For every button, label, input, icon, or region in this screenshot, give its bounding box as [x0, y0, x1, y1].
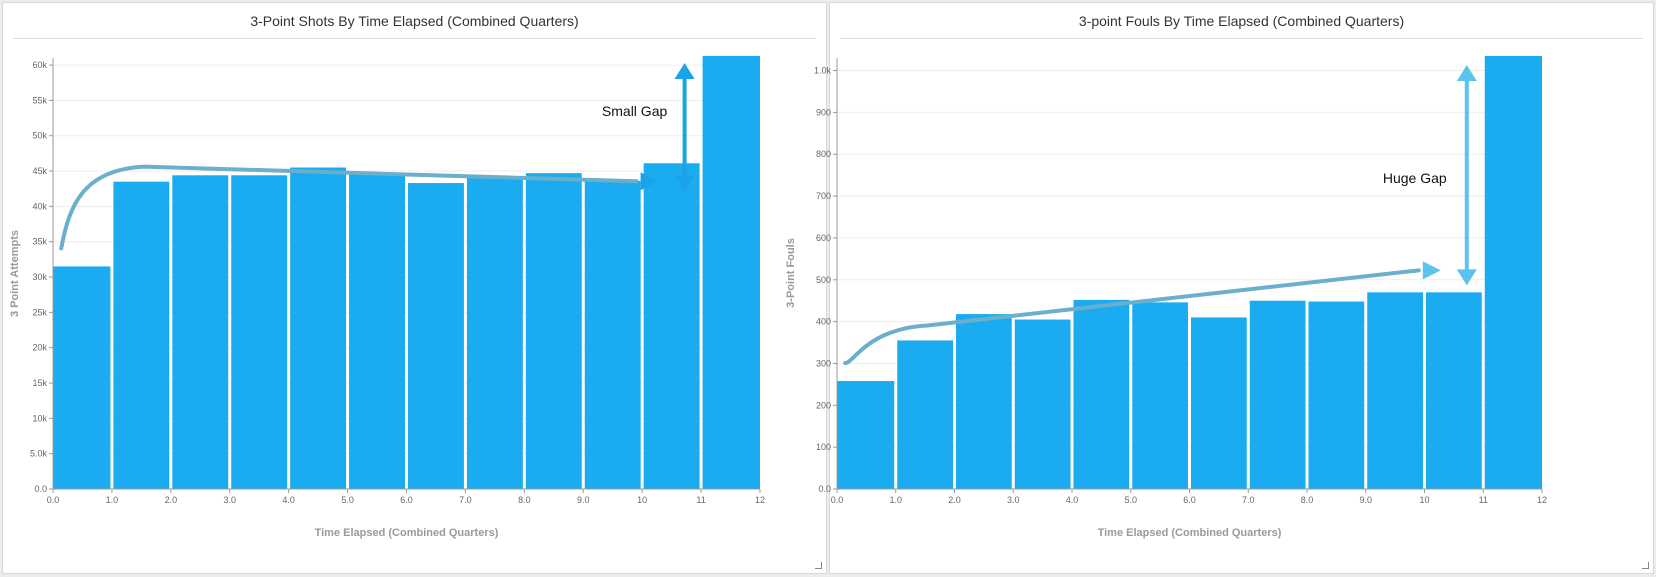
bar — [290, 167, 347, 489]
gap-arrow-up — [1456, 65, 1477, 81]
bar — [897, 340, 953, 489]
x-tick-label: 8.0 — [1301, 495, 1314, 505]
x-tick-label: 7.0 — [1242, 495, 1255, 505]
x-tick-label: 6.0 — [400, 495, 413, 505]
y-tick-label: 40k — [32, 201, 47, 211]
resize-handle[interactable] — [815, 562, 822, 569]
y-tick-label: 30k — [32, 272, 47, 282]
y-tick-label: 20k — [32, 343, 47, 353]
y-tick-label: 900 — [816, 107, 831, 117]
trend-curve — [843, 268, 1421, 366]
gap-arrow-down — [674, 175, 695, 192]
bar-chart-3pt-shots: 0.0 5.0k 10k 15k 20k 25k 30k 35k 40k 45k 50k 55k 60k… — [9, 55, 765, 539]
resize-handle[interactable] — [1642, 562, 1649, 569]
chart-panel-3pt-shots: 3-Point Shots By Time Elapsed (Combined … — [2, 2, 827, 574]
bar — [1367, 292, 1423, 489]
bar — [1191, 317, 1247, 489]
y-axis-label: 3-Point Fouls — [785, 238, 797, 308]
x-tick-label: 1.0 — [106, 495, 119, 505]
x-tick-label: 4.0 — [282, 495, 295, 505]
y-tick-label: 700 — [816, 191, 831, 201]
bar — [1132, 302, 1188, 489]
y-tick-label: 55k — [32, 95, 47, 105]
y-tick-label: 60k — [32, 60, 47, 70]
bar — [1014, 319, 1071, 489]
y-tick-label: 50k — [32, 131, 47, 141]
y-tick-label: 500 — [816, 275, 831, 285]
y-tick-label: 800 — [816, 149, 831, 159]
y-tick-label: 10k — [32, 413, 47, 423]
x-tick-label: 10 — [637, 495, 647, 505]
x-tick-label: 8.0 — [518, 495, 531, 505]
y-tick-label: 45k — [32, 166, 47, 176]
y-tick-label: 300 — [816, 358, 831, 368]
bar — [349, 173, 405, 489]
x-tick-label: 11 — [696, 495, 705, 505]
bar — [1484, 55, 1542, 489]
bar — [1308, 301, 1365, 489]
trend-arrowhead — [640, 172, 659, 191]
bar — [643, 163, 700, 490]
x-tick-label: 0.0 — [831, 495, 844, 505]
bar-chart-3pt-fouls: 0.0 100 200 300 400 500 600 700 800 900 1.0k 0.0 1.0… — [785, 55, 1547, 539]
y-tick-label: 35k — [32, 237, 47, 247]
bar — [956, 314, 1012, 489]
x-tick-label: 4.0 — [1066, 495, 1079, 505]
gap-annotation-label: Huge Gap — [1383, 170, 1447, 186]
x-tick-label: 2.0 — [948, 495, 961, 505]
x-tick-label: 0.0 — [47, 495, 60, 505]
y-tick-label: 200 — [816, 400, 831, 410]
x-tick-label: 3.0 — [1007, 495, 1020, 505]
x-tick-label: 5.0 — [1124, 495, 1137, 505]
y-tick-label: 15k — [32, 378, 47, 388]
trend-arrowhead — [1422, 261, 1441, 280]
bar — [837, 381, 895, 489]
gap-annotation-label: Small Gap — [602, 103, 668, 119]
chart-title: 3-Point Shots By Time Elapsed (Combined … — [250, 13, 579, 29]
x-tick-label: 1.0 — [889, 495, 902, 505]
x-tick-label: 6.0 — [1183, 495, 1196, 505]
x-tick-label: 10 — [1419, 495, 1429, 505]
bar — [53, 266, 111, 489]
x-tick-label: 5.0 — [341, 495, 354, 505]
bar — [584, 180, 641, 489]
bar — [1426, 292, 1482, 489]
bar — [113, 181, 170, 490]
y-tick-label: 400 — [816, 317, 831, 327]
bar — [231, 175, 288, 490]
gap-arrow-up — [674, 63, 695, 79]
bar — [408, 183, 464, 489]
x-tick-label: 12 — [755, 495, 765, 505]
gap-arrow-down — [1456, 269, 1477, 286]
title-divider — [13, 38, 816, 39]
title-divider — [840, 38, 1643, 39]
y-tick-label: 0.0 — [818, 484, 831, 494]
x-tick-label: 9.0 — [1359, 495, 1372, 505]
chart-panel-3pt-fouls: 3-point Fouls By Time Elapsed (Combined … — [785, 2, 1654, 574]
bar — [702, 55, 760, 489]
y-tick-label: 25k — [32, 307, 47, 317]
y-axis-label: 3 Point Attempts — [9, 230, 21, 317]
x-tick-label: 11 — [1479, 495, 1488, 505]
chart-title: 3-point Fouls By Time Elapsed (Combined … — [1078, 13, 1405, 29]
bar — [466, 177, 523, 489]
x-tick-label: 12 — [1537, 495, 1547, 505]
x-tick-label: 7.0 — [459, 495, 472, 505]
bar — [1249, 300, 1306, 489]
x-axis-label: Time Elapsed (Combined Quarters) — [315, 527, 499, 539]
x-axis-label: Time Elapsed (Combined Quarters) — [1098, 527, 1282, 539]
y-tick-label: 0.0 — [34, 484, 47, 494]
y-tick-label: 1.0k — [814, 66, 832, 76]
y-tick-label: 100 — [816, 442, 831, 452]
x-tick-label: 9.0 — [577, 495, 590, 505]
x-tick-label: 2.0 — [165, 495, 178, 505]
bar — [1073, 299, 1130, 489]
bar — [525, 173, 582, 489]
bar — [172, 175, 229, 490]
x-tick-label: 3.0 — [223, 495, 236, 505]
trend-curve — [59, 164, 639, 251]
y-tick-label: 600 — [816, 233, 831, 243]
y-tick-label: 5.0k — [30, 449, 48, 459]
